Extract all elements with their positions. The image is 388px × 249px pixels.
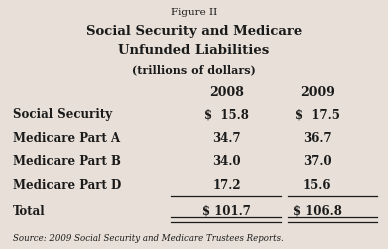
Text: Medicare Part B: Medicare Part B — [13, 155, 121, 168]
Text: 36.7: 36.7 — [303, 132, 332, 145]
Text: Unfunded Liabilities: Unfunded Liabilities — [118, 45, 270, 58]
Text: Social Security: Social Security — [13, 109, 112, 122]
Text: 15.6: 15.6 — [303, 179, 331, 192]
Text: 17.2: 17.2 — [213, 179, 241, 192]
Text: 37.0: 37.0 — [303, 155, 332, 168]
Text: 2008: 2008 — [209, 86, 244, 99]
Text: 2009: 2009 — [300, 86, 335, 99]
Text: $ 106.8: $ 106.8 — [293, 204, 342, 218]
Text: Figure II: Figure II — [171, 7, 217, 16]
Text: $  15.8: $ 15.8 — [204, 109, 249, 122]
Text: $  17.5: $ 17.5 — [295, 109, 340, 122]
Text: Medicare Part D: Medicare Part D — [13, 179, 121, 192]
Text: 34.0: 34.0 — [213, 155, 241, 168]
Text: Total: Total — [13, 204, 45, 218]
Text: Social Security and Medicare: Social Security and Medicare — [86, 25, 302, 38]
Text: Source: 2009 Social Security and Medicare Trustees Reports.: Source: 2009 Social Security and Medicar… — [13, 234, 284, 243]
Text: (trillions of dollars): (trillions of dollars) — [132, 64, 256, 75]
Text: 34.7: 34.7 — [213, 132, 241, 145]
Text: Medicare Part A: Medicare Part A — [13, 132, 120, 145]
Text: $ 101.7: $ 101.7 — [202, 204, 251, 218]
